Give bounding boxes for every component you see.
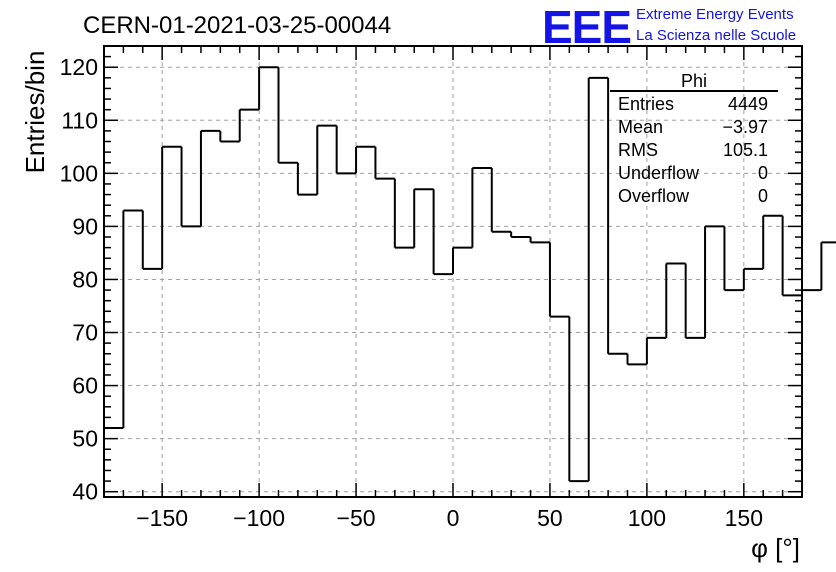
stats-label-underflow: Underflow: [618, 163, 700, 183]
y-tick-label: 80: [72, 266, 98, 292]
y-tick-label: 90: [72, 213, 98, 239]
y-tick-label: 60: [72, 373, 98, 399]
y-tick-label: 70: [72, 320, 98, 346]
x-tick-label: 100: [628, 505, 666, 531]
stats-box: Phi Entries 4449 Mean −3.97 RMS 105.1 Un…: [610, 71, 778, 206]
y-tick-label: 50: [72, 426, 98, 452]
chart-title: CERN-01-2021-03-25-00044: [83, 12, 391, 39]
x-tick-label: 50: [537, 505, 563, 531]
logo-line-1: Extreme Energy Events: [636, 6, 794, 23]
axis-ticks: [103, 45, 803, 497]
stats-value-overflow: 0: [758, 186, 768, 206]
plot-frame: [103, 45, 803, 498]
y-tick-label: 40: [72, 479, 98, 505]
stats-label-rms: RMS: [618, 140, 658, 160]
x-axis-label: φ [°]: [751, 533, 800, 563]
x-tick-label: −100: [233, 505, 285, 531]
x-tick-label: −150: [136, 505, 188, 531]
stats-label-overflow: Overflow: [618, 186, 690, 206]
y-axis-label: Entries/bin: [20, 51, 50, 174]
stats-label-entries: Entries: [618, 94, 674, 114]
stats-value-mean: −3.97: [722, 117, 768, 137]
y-tick-label: 120: [60, 54, 98, 80]
tick-labels: −150 −100 −50 0 50 100 150 40 50 60 70 80 90 100 110 12…: [60, 54, 763, 531]
stats-value-rms: 105.1: [723, 140, 768, 160]
stats-title: Phi: [681, 71, 707, 91]
y-tick-label: 110: [61, 107, 98, 133]
stats-value-underflow: 0: [758, 163, 768, 183]
stats-value-entries: 4449: [728, 94, 768, 114]
stats-label-mean: Mean: [618, 117, 663, 137]
x-tick-label: 0: [447, 505, 460, 531]
logo-line-2: La Scienza nelle Scuole: [636, 27, 796, 44]
histogram: [103, 66, 836, 497]
y-tick-label: 100: [60, 160, 98, 186]
x-tick-label: 150: [725, 505, 763, 531]
eee-logo: EEE: [542, 1, 631, 53]
x-tick-label: −50: [337, 505, 376, 531]
